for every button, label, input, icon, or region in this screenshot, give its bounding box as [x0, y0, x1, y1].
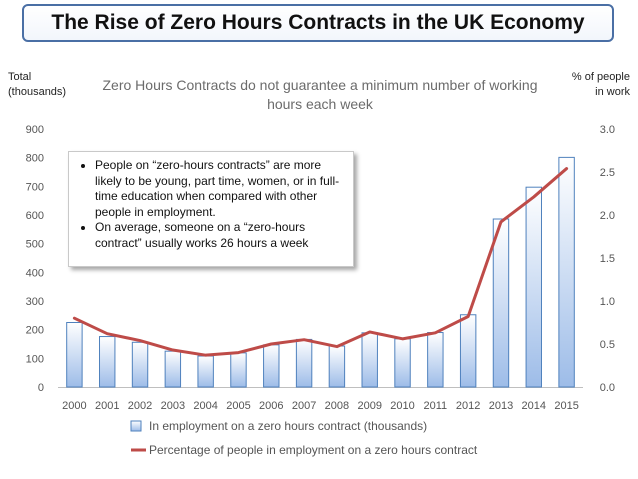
y2-tick-label: 2.0	[600, 210, 615, 222]
callout-bullet-1: People on “zero-hours contracts” are mor…	[95, 158, 345, 220]
x-tick-label: 2013	[489, 400, 513, 412]
x-tick-label: 2003	[161, 400, 185, 412]
bar	[492, 218, 510, 388]
x-tick-label: 2012	[456, 400, 480, 412]
bar	[361, 332, 378, 388]
x-tick-label: 2010	[390, 400, 414, 412]
bar	[99, 336, 116, 388]
legend-bar-label: In employment on a zero hours contract (…	[149, 419, 427, 433]
callout-list: People on “zero-hours contracts” are mor…	[77, 158, 345, 251]
bar	[263, 344, 280, 388]
y-tick-label: 700	[26, 181, 44, 193]
x-tick-label: 2007	[292, 400, 316, 412]
y2-tick-label: 0.5	[600, 339, 615, 351]
x-tick-label: 2011	[424, 400, 448, 412]
y2-tick-label: 3.0	[600, 124, 615, 136]
y2-tick-label: 1.0	[600, 296, 615, 308]
y-tick-label: 800	[26, 153, 44, 165]
x-tick-label: 2008	[325, 400, 349, 412]
legend-line-label: Percentage of people in employment on a …	[149, 443, 478, 457]
bar	[295, 338, 313, 388]
y-tick-label: 0	[38, 382, 44, 394]
y-tick-label: 600	[26, 210, 44, 222]
bar	[394, 338, 411, 388]
bar	[164, 350, 182, 388]
x-tick-label: 2001	[95, 400, 119, 412]
left-axis-note-line1: Total	[8, 71, 32, 83]
chart-subtitle: Zero Hours Contracts do not guarantee a …	[102, 77, 538, 112]
page-title: The Rise of Zero Hours Contracts in the …	[51, 11, 585, 34]
y-tick-label: 400	[26, 267, 44, 279]
left-axis-note: Total (thousands)	[8, 70, 66, 100]
info-callout: People on “zero-hours contracts” are mor…	[68, 151, 354, 267]
series-line-percentage	[72, 167, 569, 357]
bar	[230, 352, 247, 388]
x-tick-label: 2002	[128, 400, 152, 412]
x-tick-label: 2015	[554, 400, 578, 412]
left-axis-note-line2: (thousands)	[8, 86, 67, 98]
y-tick-label: 300	[26, 296, 44, 308]
y-tick-label: 900	[26, 124, 44, 136]
y-tick-label: 100	[26, 353, 44, 365]
y2-tick-label: 1.5	[600, 253, 615, 265]
right-axis-note: % of people in work	[572, 70, 630, 100]
x-tick-label: 2009	[357, 400, 381, 412]
x-tick-label: 2014	[522, 400, 546, 412]
y-tick-label: 500	[26, 239, 44, 251]
y2-tick-label: 2.5	[600, 167, 615, 179]
bar	[131, 341, 149, 388]
bar	[427, 332, 444, 388]
y-tick-label: 200	[26, 325, 44, 337]
right-axis-note-line1: % of people	[571, 71, 630, 83]
legend-bar-swatch	[130, 420, 142, 432]
y2-tick-label: 0.0	[600, 382, 615, 394]
x-tick-label: 2000	[62, 400, 86, 412]
callout-bullet-2: On average, someone on a “zero-hours con…	[95, 220, 345, 251]
bar	[525, 186, 542, 388]
x-tick-label: 2004	[193, 400, 217, 412]
bar	[66, 322, 83, 388]
bar	[328, 345, 346, 388]
bar	[558, 156, 575, 388]
bar	[459, 314, 477, 388]
title-banner: The Rise of Zero Hours Contracts in the …	[22, 4, 614, 42]
x-tick-label: 2006	[259, 400, 283, 412]
bar	[197, 355, 214, 388]
x-tick-label: 2005	[226, 400, 250, 412]
right-axis-note-line2: in work	[595, 86, 630, 98]
